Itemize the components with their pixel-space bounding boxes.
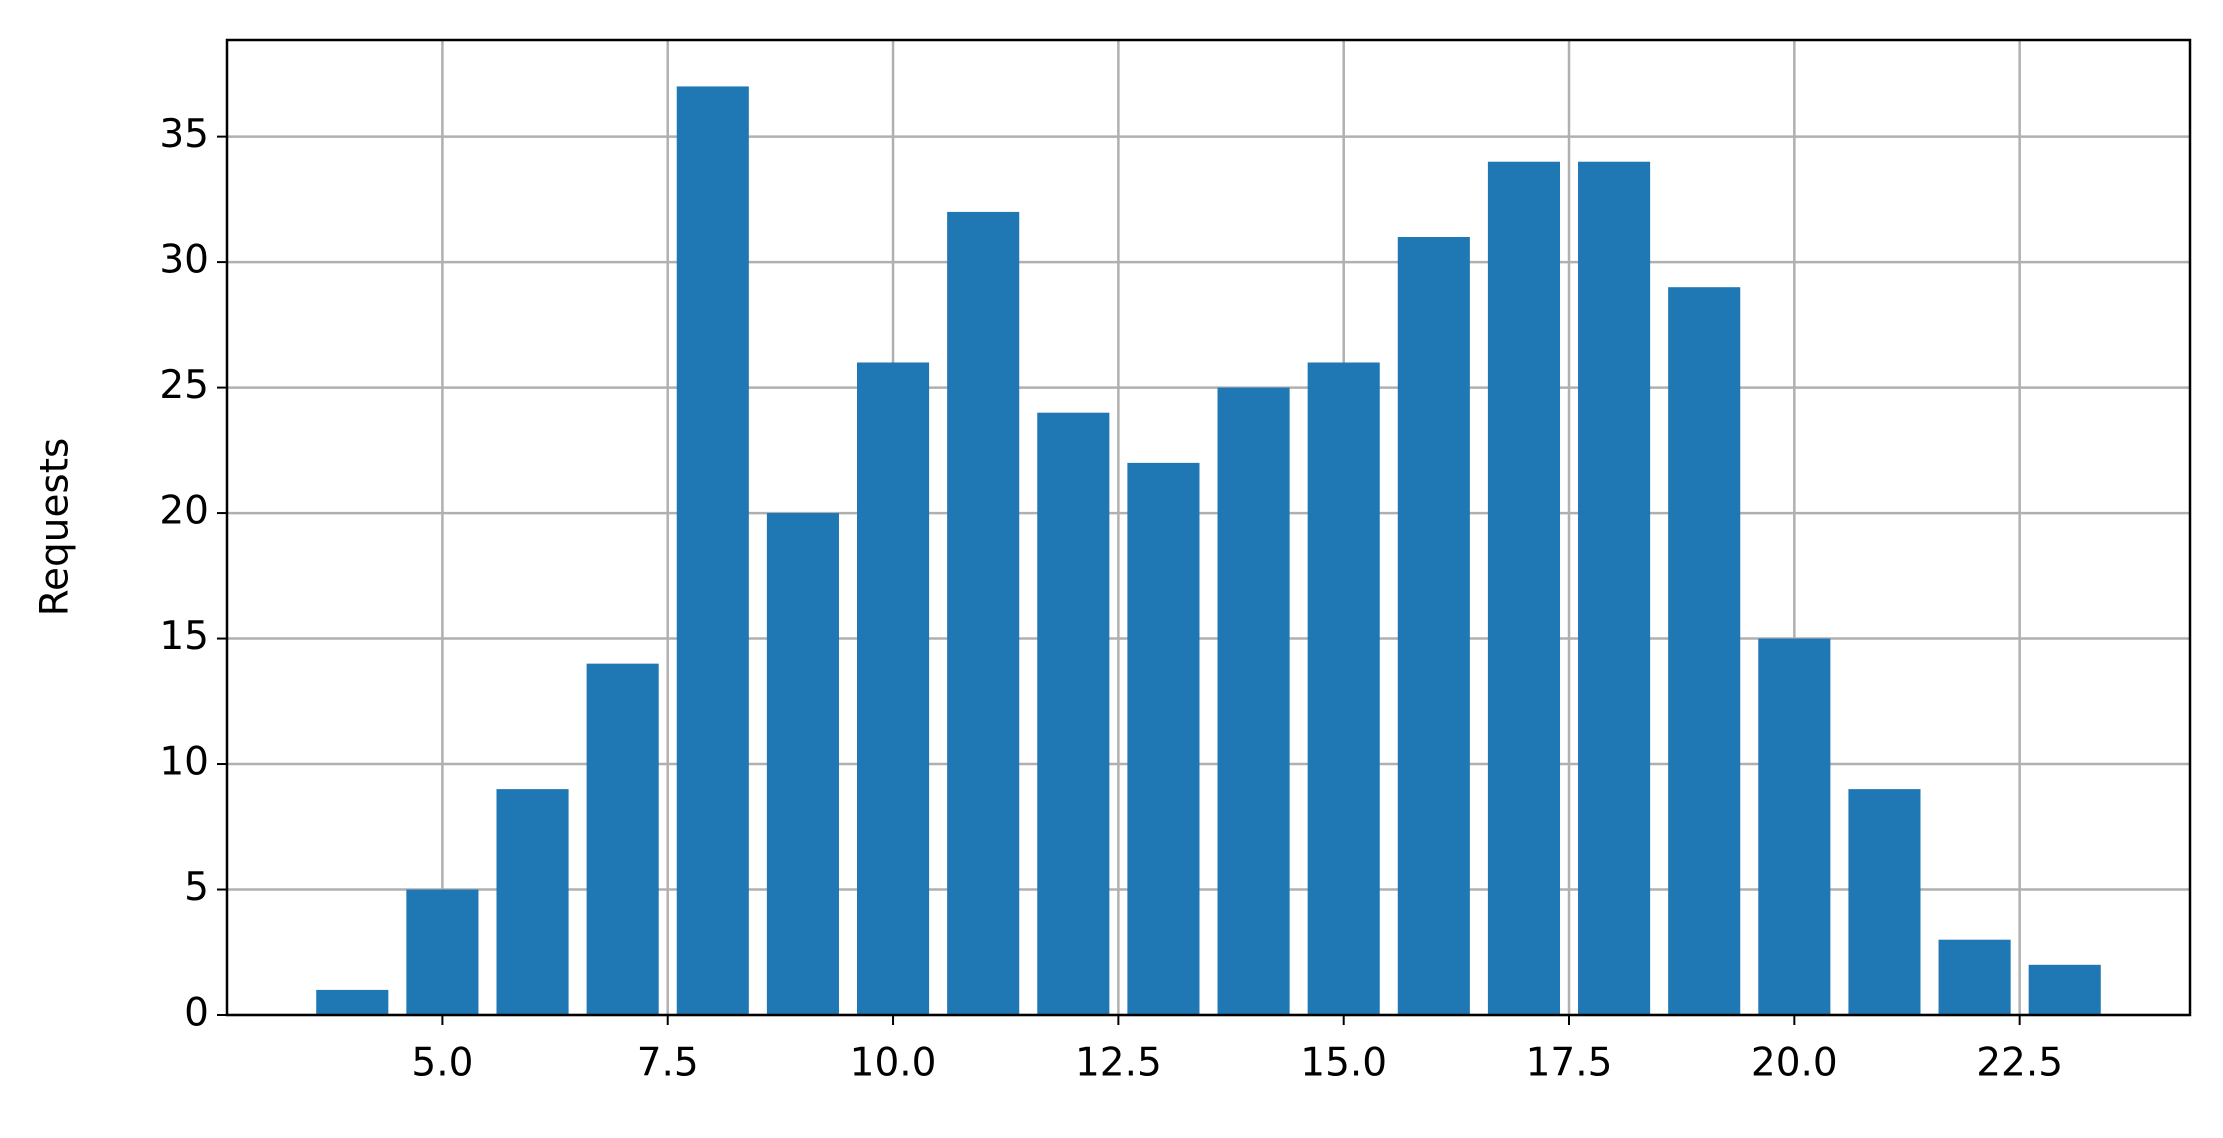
bar: [496, 789, 569, 1015]
plot-frame: [225, 38, 2192, 1017]
y-tick-label: 30: [159, 238, 209, 283]
bar: [766, 513, 839, 1015]
y-tick-label: 25: [159, 363, 209, 408]
y-tick-label: 10: [159, 740, 209, 785]
bar: [1127, 462, 1200, 1015]
y-tick-label: 35: [159, 112, 209, 157]
bar: [1487, 161, 1561, 1015]
x-tick-label: 22.5: [1976, 1041, 2063, 1086]
bar: [947, 211, 1020, 1015]
bar: [1848, 789, 1921, 1015]
bar: [2028, 964, 2101, 1015]
y-tick-label: 5: [184, 865, 209, 910]
x-tick-label: 17.5: [1526, 1041, 1613, 1086]
bar: [856, 362, 930, 1015]
x-tick-label: 15.0: [1300, 1041, 1387, 1086]
bar: [316, 989, 389, 1015]
y-axis-label: Requests: [33, 438, 78, 617]
bar: [1758, 638, 1831, 1015]
x-tick-label: 7.5: [637, 1041, 699, 1086]
bar: [1938, 939, 2011, 1015]
bar: [676, 86, 749, 1015]
bar: [1217, 387, 1290, 1015]
bar: [1668, 287, 1741, 1015]
x-tick-label: 20.0: [1751, 1041, 1838, 1086]
x-tick-label: 5.0: [411, 1041, 473, 1086]
bar: [1578, 161, 1651, 1015]
x-tick-label: 12.5: [1075, 1041, 1162, 1086]
bar: [1397, 237, 1470, 1016]
x-tick-label: 10.0: [850, 1041, 937, 1086]
y-tick-label: 0: [184, 991, 209, 1036]
bar: [1037, 412, 1110, 1015]
bar: [406, 889, 479, 1015]
bar: [586, 663, 659, 1015]
y-tick-label: 15: [159, 614, 209, 659]
bar: [1307, 362, 1380, 1015]
y-tick-label: 20: [159, 489, 209, 534]
